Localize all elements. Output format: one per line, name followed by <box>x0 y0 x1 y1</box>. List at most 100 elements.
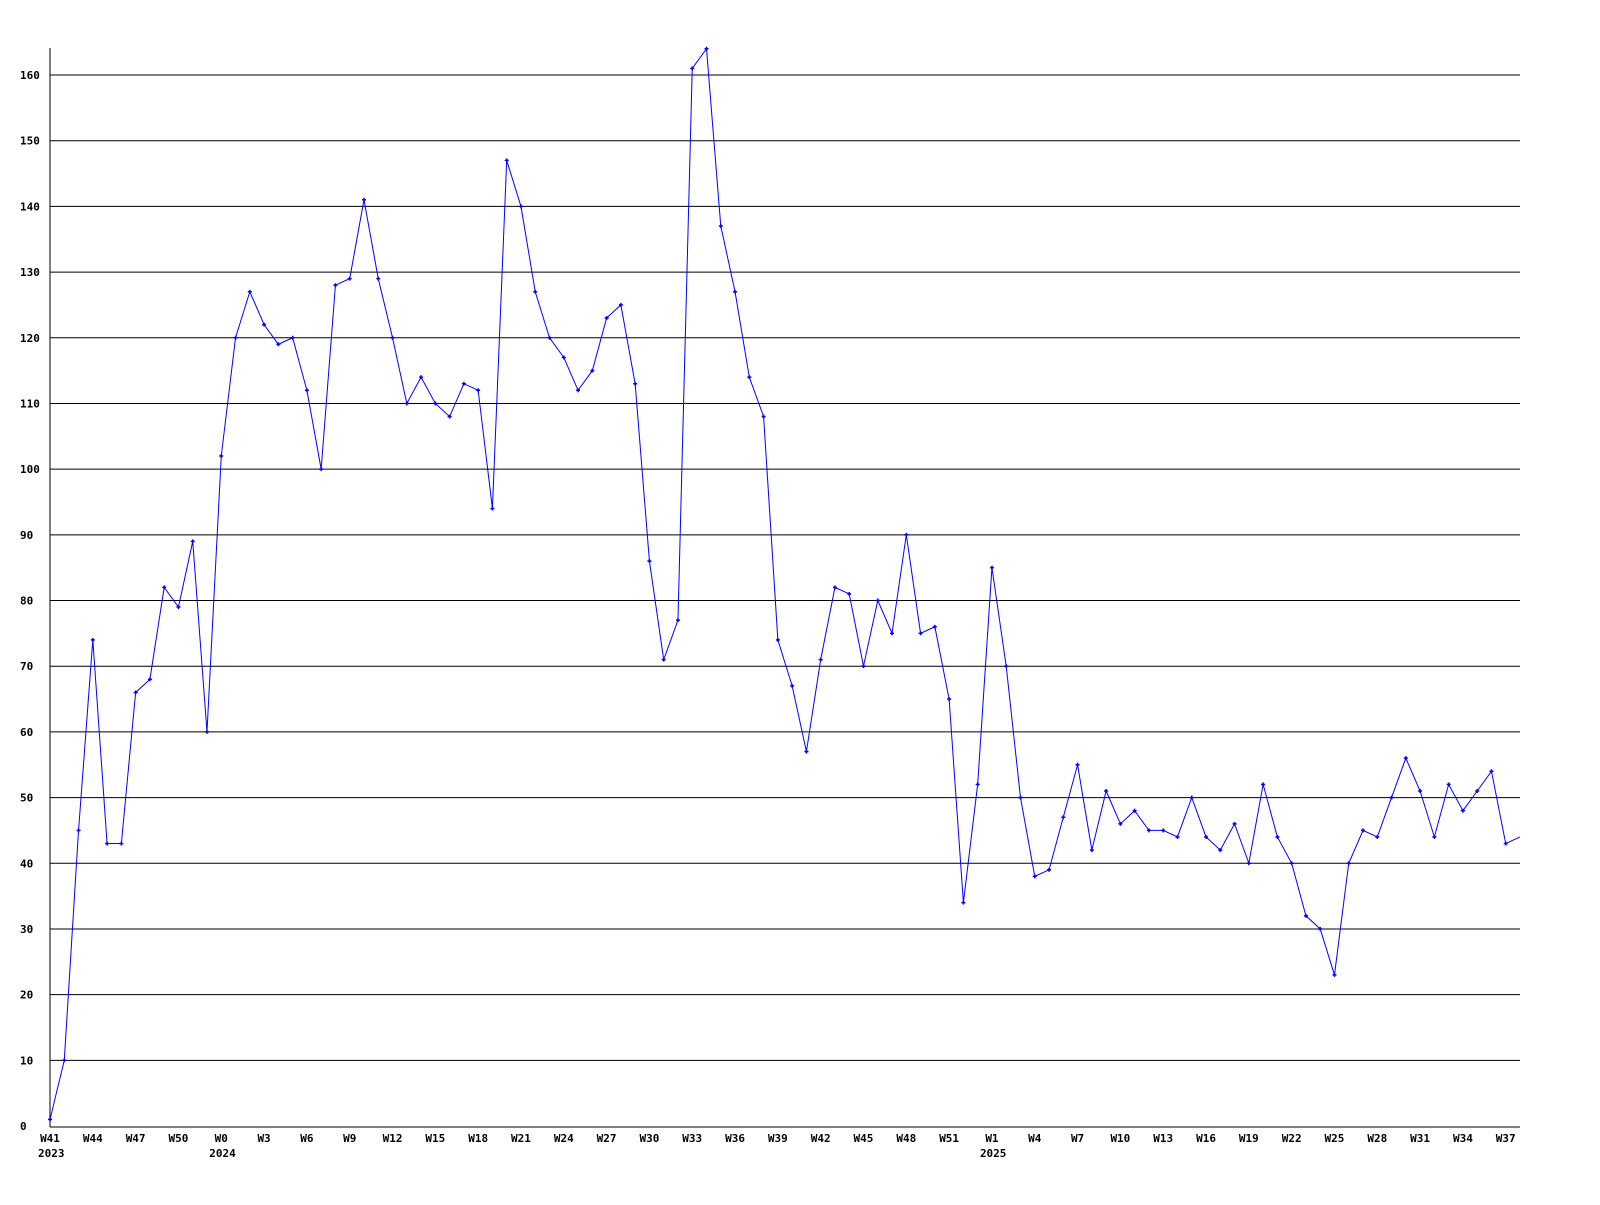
data-point <box>105 841 110 846</box>
data-point <box>747 375 752 380</box>
data-point <box>832 585 837 590</box>
data-point <box>204 729 209 734</box>
data-point <box>48 1117 52 1122</box>
x-tick-label: W45 <box>854 1132 874 1145</box>
data-point <box>690 66 695 71</box>
y-tick-label: 40 <box>20 857 33 870</box>
x-tick-label: W36 <box>725 1132 745 1145</box>
data-point <box>1032 874 1037 879</box>
data-point <box>1289 861 1294 866</box>
data-point <box>1389 795 1394 800</box>
data-point <box>76 828 81 833</box>
x-tick-label: W44 <box>83 1132 103 1145</box>
data-point <box>361 197 366 202</box>
x-tick-label: W19 <box>1239 1132 1259 1145</box>
data-point <box>1432 834 1437 839</box>
data-point <box>1232 821 1237 826</box>
data-point <box>1418 788 1423 793</box>
x-tick-label: W28 <box>1367 1132 1387 1145</box>
data-point <box>904 532 909 537</box>
data-point <box>433 401 438 406</box>
x-tick-label: W22 <box>1282 1132 1302 1145</box>
x-tick-label: W0 <box>215 1132 228 1145</box>
data-point <box>1332 972 1337 977</box>
data-point <box>1018 795 1023 800</box>
data-point <box>476 388 481 393</box>
data-point <box>1489 769 1494 774</box>
data-point <box>604 316 609 321</box>
y-tick-label: 20 <box>20 989 33 1002</box>
x-tick-label: W4 <box>1028 1132 1042 1145</box>
data-point <box>947 697 952 702</box>
x-tick-label: W27 <box>597 1132 617 1145</box>
data-point <box>547 335 552 340</box>
data-point <box>875 598 880 603</box>
x-tick-label: W31 <box>1410 1132 1430 1145</box>
x-tick-label: W30 <box>639 1132 659 1145</box>
y-tick-label: 120 <box>20 332 40 345</box>
x-tick-label: W34 <box>1453 1132 1473 1145</box>
x-tick-label: W51 <box>939 1132 959 1145</box>
data-point <box>1446 782 1451 787</box>
data-point <box>262 322 267 327</box>
data-point <box>119 841 124 846</box>
data-point <box>190 539 195 544</box>
data-point <box>1075 762 1080 767</box>
data-point <box>1218 848 1223 853</box>
data-point <box>390 335 395 340</box>
data-point <box>376 276 381 281</box>
data-point <box>290 335 295 340</box>
data-point <box>404 401 409 406</box>
data-point <box>1118 821 1123 826</box>
data-point <box>1204 834 1209 839</box>
data-point <box>918 631 923 636</box>
data-point <box>561 355 566 360</box>
data-point <box>1104 788 1109 793</box>
x-tick-label: W12 <box>383 1132 403 1145</box>
data-point <box>1261 782 1266 787</box>
y-tick-label: 60 <box>20 726 33 739</box>
data-point <box>975 782 980 787</box>
x-tick-label: W42 <box>811 1132 831 1145</box>
x-tick-label: W39 <box>768 1132 788 1145</box>
data-point <box>1146 828 1151 833</box>
data-point <box>761 414 766 419</box>
x-tick-label: W25 <box>1325 1132 1345 1145</box>
x-tick-label: W9 <box>343 1132 356 1145</box>
data-point <box>304 388 309 393</box>
data-point <box>1189 795 1194 800</box>
data-point <box>518 204 523 209</box>
data-point <box>219 453 224 458</box>
data-point <box>590 368 595 373</box>
data-point <box>1475 788 1480 793</box>
gridlines <box>50 74 1520 1061</box>
x-tick-label: W47 <box>126 1132 146 1145</box>
x-axis-tick-labels: W41 2023 W44 W47 W50 W0 2024 W3 W6 W9 W12 W15 W18 W21… <box>38 1132 1516 1160</box>
data-point <box>1403 756 1408 761</box>
x-tick-label: W50 <box>169 1132 189 1145</box>
data-point <box>818 657 823 662</box>
data-point <box>147 677 152 682</box>
x-tick-label: W18 <box>468 1132 488 1145</box>
series-line <box>48 46 1521 1122</box>
data-point <box>932 624 937 629</box>
x-tick-label: W1 <box>985 1132 999 1145</box>
x-tick-label: W13 <box>1153 1132 1173 1145</box>
x-tick-label: W7 <box>1071 1132 1084 1145</box>
x-tick-label: W41 <box>40 1132 60 1145</box>
data-point <box>1375 834 1380 839</box>
x-year-label: 2025 <box>980 1147 1007 1160</box>
data-point <box>661 657 666 662</box>
y-tick-label: 0 <box>20 1120 27 1133</box>
data-point <box>1089 848 1094 853</box>
data-point <box>490 506 495 511</box>
data-point <box>1246 861 1251 866</box>
data-point <box>576 388 581 393</box>
data-point <box>890 631 895 636</box>
data-point <box>775 637 780 642</box>
data-point <box>1275 834 1280 839</box>
data-point <box>133 690 138 695</box>
y-axis-tick-labels: 0 10 20 30 40 50 60 70 80 90 100 110 120 130 140 150 160 <box>20 69 40 1133</box>
x-tick-label: W16 <box>1196 1132 1216 1145</box>
data-point <box>233 335 238 340</box>
